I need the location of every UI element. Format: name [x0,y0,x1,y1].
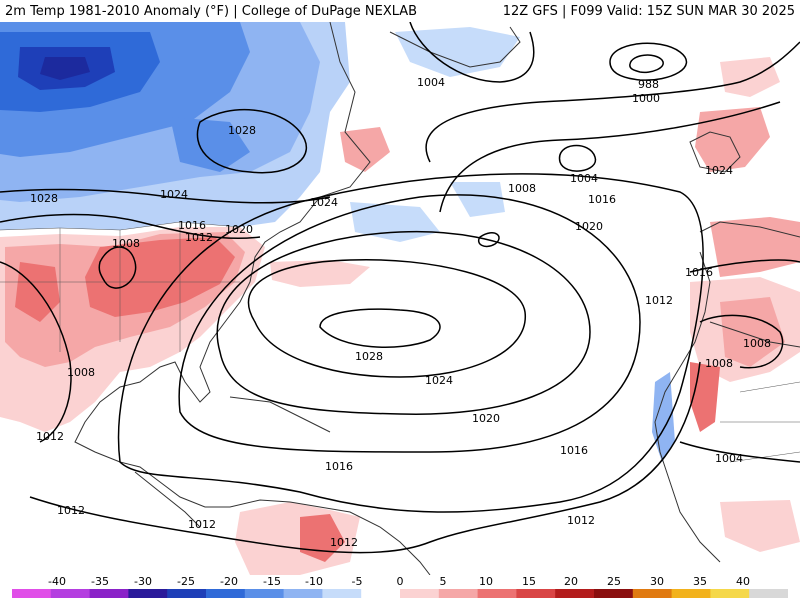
isobar-label: 1012 [567,514,595,527]
colorbar-label: 15 [522,575,536,588]
colorbar-label: 40 [736,575,750,588]
isobar-label: 1012 [36,430,64,443]
colorbar-label: -10 [305,575,323,588]
colorbar-cell [12,589,52,598]
isobar-label: 1012 [57,504,85,517]
colorbar-label: 5 [439,575,447,588]
isobar-label: 1020 [575,220,603,233]
colorbar-cell [244,589,285,598]
isobar-label: 1008 [508,182,536,195]
isobar-label: 1008 [705,357,733,370]
isobar-label: 1016 [325,460,353,473]
colorbar-cell [516,589,556,598]
isobar-label: 1024 [160,188,188,201]
colorbar-cell [671,589,711,598]
isobar-label: 1008 [112,237,140,250]
isobar-label: 1020 [472,412,500,425]
isobar-label: 1020 [225,223,253,236]
isobar-label: 1016 [685,266,713,279]
isobar-labels: 1004 1000 988 1028 1028 1004 1024 1024 1… [30,76,771,549]
colorbar-label: 30 [650,575,664,588]
colorbar-cell [283,589,323,598]
colorbar-cell [477,589,517,598]
map-title: 2m Temp 1981-2010 Anomaly (°F) | College… [5,4,418,19]
colorbar-cell [89,589,129,598]
colorbar-cell [322,589,362,598]
cold-anomaly-region [0,22,350,230]
colorbar-cell [50,589,91,598]
isobar-label: 1024 [310,196,338,209]
colorbar-label: 0 [396,575,404,588]
warm-anomaly-region [0,127,390,575]
colorbar-label: -35 [91,575,109,588]
isobar-label: 1028 [30,192,58,205]
colorbar-label: -20 [220,575,238,588]
colorbar-cell [206,589,246,598]
isobar-label: 1028 [355,350,383,363]
colorbar-label: 20 [564,575,578,588]
colorbar-label: -40 [48,575,66,588]
isobar-label: 1008 [743,337,771,350]
isobar-label: 1008 [67,366,95,379]
anomaly-map: 1004 1000 988 1028 1028 1004 1024 1024 1… [0,22,800,575]
warm-anomaly-europe-africa [690,57,800,552]
colorbar-label: -15 [263,575,281,588]
colorbar-cell [438,589,479,598]
colorbar-cell [594,589,634,598]
isobar-label: 1012 [185,231,213,244]
colorbar-cell [749,589,788,598]
isobar-label: 1024 [425,374,453,387]
colorbar-cell [167,589,207,598]
colorbar-cell [555,589,595,598]
colorbar-cell [361,589,401,598]
isobar-label: 1012 [645,294,673,307]
colorbar-labels: -40 -35 -30 -25 -20 -15 -10 -5 0 5 10 15… [0,575,800,589]
colorbar-label: 10 [479,575,493,588]
colorbar-cell [128,589,168,598]
colorbar-label: 35 [693,575,707,588]
isobar-label: 1004 [570,172,598,185]
isobar-label: 1004 [715,452,743,465]
colorbar-cell [710,589,750,598]
isobar-label: 1028 [228,124,256,137]
colorbar-label: -30 [134,575,152,588]
political-borders [0,221,800,463]
isobar-label: 1024 [705,164,733,177]
colorbar-label: -5 [351,575,363,588]
isobar-label: 1016 [560,444,588,457]
colorbar-label: -25 [177,575,195,588]
map-panel: 1004 1000 988 1028 1028 1004 1024 1024 1… [0,22,800,575]
model-run-label: 12Z GFS | F099 Valid: 15Z SUN MAR 30 202… [502,4,795,19]
colorbar-cell [632,589,673,598]
header: 2m Temp 1981-2010 Anomaly (°F) | College… [0,0,800,22]
coastlines [74,22,800,575]
isobar-label: 1016 [588,193,616,206]
colorbar-cell [400,589,440,598]
isobar-label: 1000 [632,92,660,105]
colorbar-label: 25 [607,575,621,588]
isobar-label: 1012 [188,518,216,531]
isobar-label: 1012 [330,536,358,549]
isobar-label: 1016 [178,219,206,232]
colorbar: -40 -35 -30 -25 -20 -15 -10 -5 0 5 10 15… [0,575,800,600]
isobars [0,22,800,554]
colorbar-strip [12,589,788,598]
isobar-label: 1004 [417,76,445,89]
isobar-label: 988 [638,78,659,91]
